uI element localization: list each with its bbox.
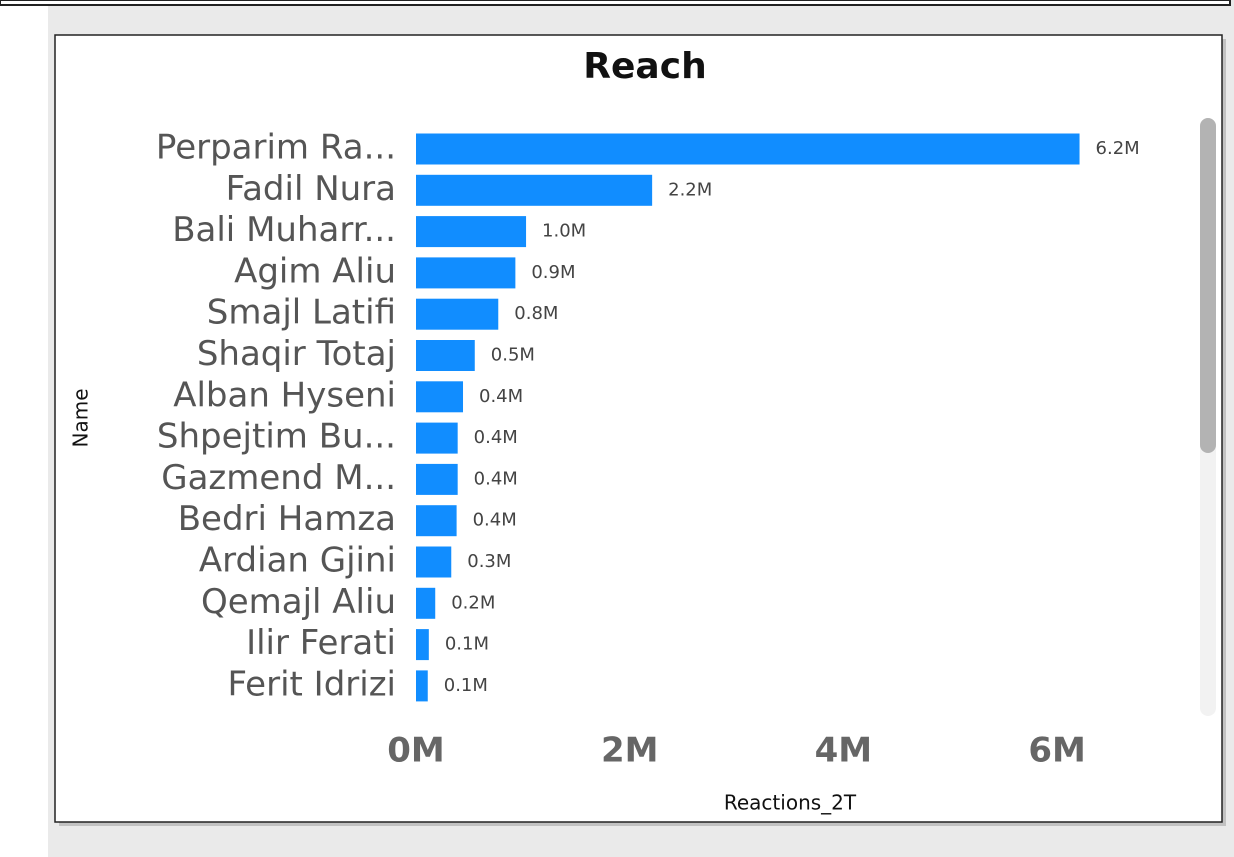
y-tick-label: Qemajl Aliu bbox=[201, 582, 396, 622]
card bbox=[54, 34, 1223, 823]
data-label: 0.4M bbox=[474, 427, 518, 448]
bar bbox=[416, 670, 428, 702]
bar bbox=[416, 422, 458, 454]
previous-visual bbox=[0, 0, 1231, 6]
y-tick-label: Shpejtim Bu... bbox=[157, 417, 396, 457]
x-tick-label: 2M bbox=[601, 731, 659, 771]
y-tick-label: Smajl Latifi bbox=[207, 293, 396, 333]
y-tick-label: Ferit Idrizi bbox=[227, 664, 396, 704]
y-tick-label: Perparim Ra... bbox=[156, 128, 396, 168]
y-tick-label: Bedri Hamza bbox=[178, 499, 396, 539]
data-label: 0.1M bbox=[445, 634, 489, 655]
y-tick-label: Ilir Ferati bbox=[246, 623, 396, 663]
data-label: 0.4M bbox=[474, 468, 518, 489]
data-label: 1.0M bbox=[542, 221, 586, 242]
data-label: 0.9M bbox=[531, 262, 575, 283]
data-label: 6.2M bbox=[1096, 138, 1140, 159]
y-tick-label: Ardian Gjini bbox=[199, 541, 396, 581]
bar bbox=[416, 629, 429, 661]
chart-title: Reach bbox=[583, 46, 706, 87]
x-tick-label: 4M bbox=[815, 731, 873, 771]
scrollbar-thumb[interactable] bbox=[1200, 118, 1216, 453]
y-tick-label: Fadil Nura bbox=[226, 169, 396, 209]
data-label: 0.4M bbox=[473, 510, 517, 531]
bar bbox=[416, 505, 457, 537]
data-label: 0.8M bbox=[514, 303, 558, 324]
bar bbox=[416, 587, 436, 619]
bar bbox=[416, 216, 527, 248]
data-label: 0.2M bbox=[451, 592, 495, 613]
x-tick-label: 0M bbox=[387, 731, 445, 771]
bar bbox=[416, 298, 499, 330]
y-tick-label: Gazmend M... bbox=[161, 458, 396, 498]
bar bbox=[416, 463, 458, 495]
data-label: 0.1M bbox=[444, 675, 488, 696]
bar bbox=[416, 257, 516, 289]
bar bbox=[416, 381, 464, 413]
bar bbox=[416, 174, 653, 206]
data-label: 0.4M bbox=[479, 386, 523, 407]
bar bbox=[416, 133, 1080, 165]
x-tick-label: 6M bbox=[1028, 731, 1086, 771]
y-tick-label: Bali Muharr... bbox=[172, 210, 396, 250]
y-tick-label: Alban Hyseni bbox=[173, 375, 396, 415]
x-axis-title: Reactions_2T bbox=[724, 791, 857, 815]
data-label: 0.3M bbox=[467, 551, 511, 572]
data-label: 2.2M bbox=[668, 179, 712, 200]
bar bbox=[416, 340, 475, 371]
y-tick-label: Agim Aliu bbox=[234, 251, 396, 291]
bar bbox=[416, 546, 452, 578]
y-axis-title: Name bbox=[69, 388, 93, 447]
y-tick-label: Shaqir Totaj bbox=[197, 334, 396, 374]
data-label: 0.5M bbox=[491, 345, 535, 366]
